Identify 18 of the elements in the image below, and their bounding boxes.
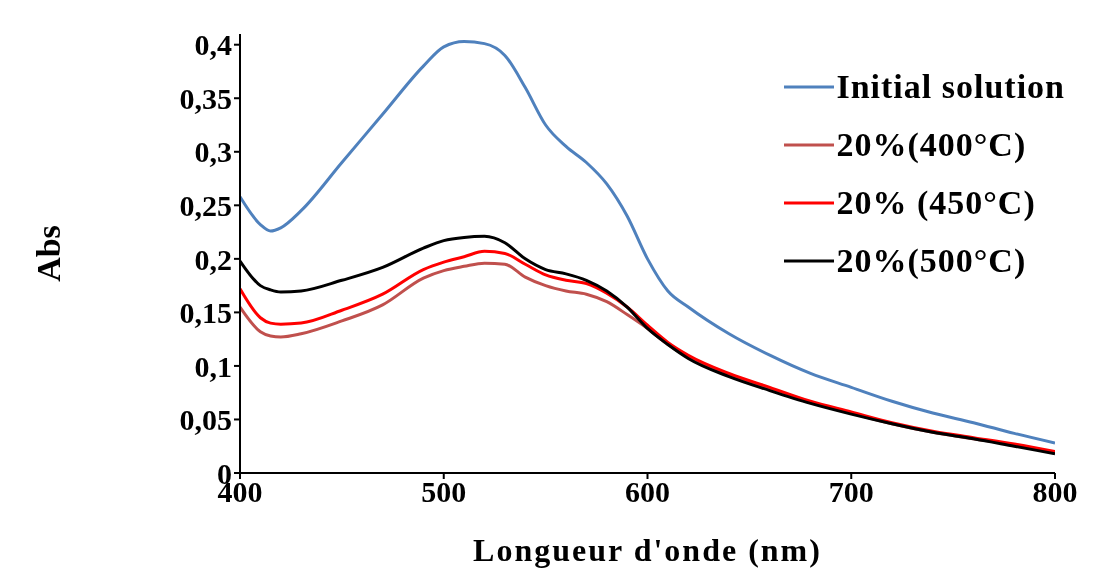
y-axis-title: Abs (30, 225, 68, 282)
y-tick-label: 0,4 (194, 28, 232, 62)
x-tick-label: 700 (828, 475, 874, 509)
y-tick-label: 0,25 (179, 188, 232, 222)
legend-label: 20%(400°C) (836, 125, 1027, 165)
legend-label: Initial solution (836, 67, 1065, 107)
x-axis-title: Longueur d'onde (nm) (473, 532, 822, 568)
y-tick-label: 0,2 (194, 242, 232, 276)
x-tick-label: 600 (625, 475, 670, 509)
legend-label: 20%(500°C) (836, 241, 1027, 281)
y-tick-label: 0,15 (179, 296, 232, 330)
legend-label: 20% (450°C) (836, 183, 1036, 223)
x-tick-label: 500 (421, 475, 467, 509)
y-tick-label: 0,1 (194, 349, 232, 383)
y-tick-label: 0,35 (179, 81, 232, 115)
y-tick-label: 0,05 (179, 403, 232, 437)
y-tick-label: 0,3 (194, 135, 232, 169)
x-tick-label: 800 (1032, 475, 1078, 509)
